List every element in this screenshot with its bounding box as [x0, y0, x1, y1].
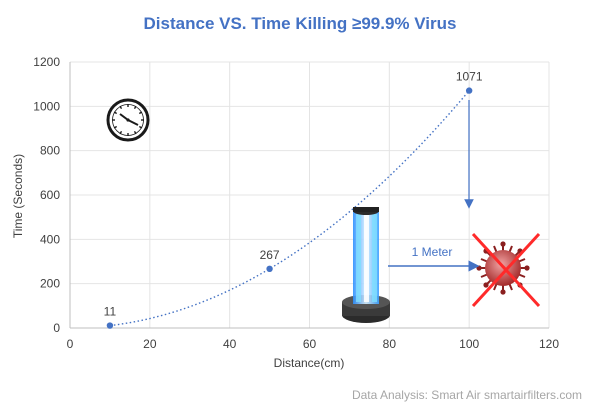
y-tick-label: 1000: [33, 99, 60, 113]
data-point: [266, 265, 273, 273]
x-tick-label: 20: [143, 337, 157, 351]
y-axis-label: Time (Seconds): [11, 154, 25, 238]
clock-icon: [106, 98, 150, 142]
grid: [70, 61, 550, 328]
data-point: [106, 322, 114, 329]
x-tick-label: 0: [67, 337, 74, 351]
data-label: 1071: [456, 70, 483, 84]
trendline: [109, 90, 470, 327]
y-tick-label: 1200: [33, 55, 60, 69]
x-tick-label: 120: [539, 337, 559, 351]
x-tick-label: 60: [303, 337, 317, 351]
y-tick-label: 600: [40, 188, 60, 202]
y-tick-label: 0: [53, 321, 60, 335]
crossed-out-virus-icon: [471, 232, 541, 308]
x-tick-label: 100: [459, 337, 479, 351]
y-tick-label: 200: [40, 277, 60, 291]
data-label: 11: [104, 305, 117, 319]
uv-lamp-icon: [342, 207, 390, 323]
source-note: Data Analysis: Smart Air smartairfilters…: [351, 388, 582, 402]
y-tick-label: 400: [40, 232, 60, 246]
data-points: 11 267 1071: [104, 70, 483, 329]
data-label: 267: [260, 248, 280, 262]
one-meter-label: 1 Meter: [412, 245, 453, 259]
x-axis-label: Distance(cm): [274, 356, 345, 370]
x-tick-label: 80: [383, 337, 397, 351]
trendline-path: [109, 90, 470, 327]
chart-title: Distance VS. Time Killing ≥99.9% Virus: [143, 14, 457, 33]
data-point: [465, 87, 473, 94]
y-tick-label: 800: [40, 144, 60, 158]
x-tick-label: 40: [223, 337, 237, 351]
